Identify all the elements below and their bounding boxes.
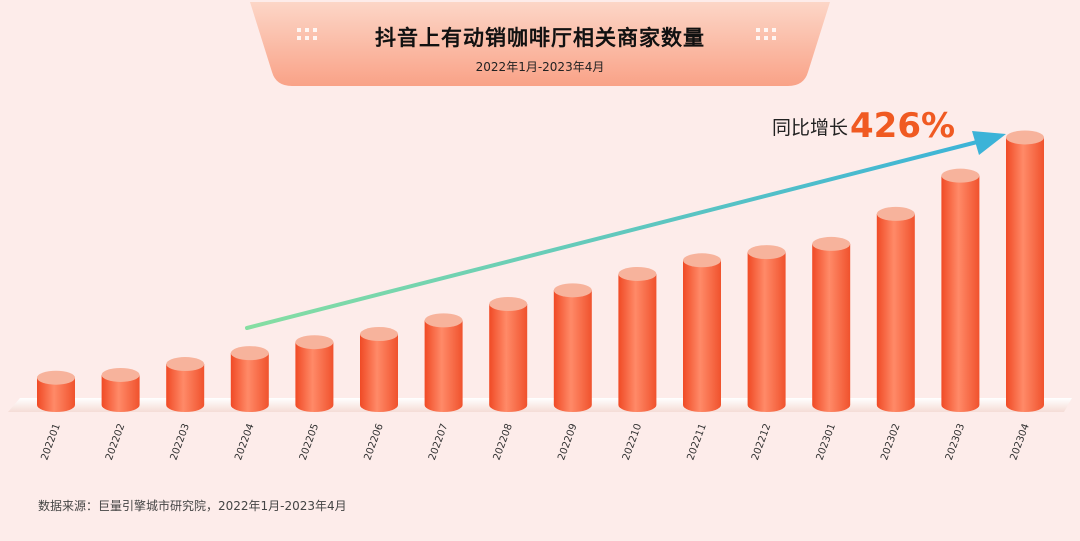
bar-top	[489, 296, 528, 311]
bar-body	[37, 377, 75, 412]
x-tick-label: 202303	[944, 422, 967, 462]
x-tick-label: 202205	[298, 422, 321, 462]
x-tick-label: 202209	[556, 422, 579, 462]
x-axis-ticks: 202201 202202 202203 202204 202205 202206 2022…	[39, 422, 1031, 462]
banner-dots-right	[756, 28, 776, 40]
bar-202304	[1006, 130, 1044, 412]
bar-top	[876, 206, 915, 221]
bar-body	[230, 353, 269, 412]
bar-202208	[489, 296, 528, 413]
bar-top	[360, 327, 398, 342]
x-tick-label: 202201	[39, 422, 62, 462]
bar-top	[424, 313, 463, 328]
growth-annotation: 同比增长426%	[772, 106, 955, 146]
bar-body	[489, 303, 528, 413]
x-tick-label: 202210	[621, 422, 644, 462]
bar-202212	[747, 245, 786, 413]
x-tick-label: 202302	[879, 422, 902, 462]
bar-202203	[166, 357, 205, 413]
bar-top	[1006, 130, 1044, 145]
bar-202204	[230, 346, 269, 412]
bar-body	[941, 175, 980, 413]
bar-body	[295, 342, 334, 413]
bar-top	[618, 266, 657, 281]
x-tick-label: 202212	[750, 422, 773, 462]
bar-202303	[941, 168, 980, 413]
bar-body	[683, 260, 721, 412]
x-tick-label: 202301	[815, 422, 838, 462]
bar-body	[618, 273, 657, 413]
trend-arrow	[245, 131, 1006, 330]
bar-body	[812, 243, 851, 413]
bar-body	[101, 374, 140, 412]
x-tick-label: 202208	[492, 422, 515, 462]
x-tick-label: 202203	[169, 422, 192, 462]
source-note: 数据来源：巨量引擎城市研究院，2022年1月-2023年4月	[38, 499, 347, 513]
bar-body	[424, 320, 463, 413]
bar-top	[295, 335, 334, 350]
x-tick-label: 202202	[104, 422, 127, 462]
bar-top	[37, 370, 75, 385]
x-tick-label: 202304	[1008, 422, 1031, 462]
bar-202209	[553, 283, 592, 413]
bar-body	[747, 252, 786, 413]
bar-202201	[37, 370, 75, 412]
bar-202207	[424, 313, 463, 413]
bar-top	[101, 367, 140, 382]
bar-202206	[360, 327, 398, 412]
bar-body	[1006, 137, 1044, 412]
bar-202211	[683, 253, 721, 412]
title-banner	[250, 2, 830, 86]
x-tick-label: 202204	[233, 422, 256, 462]
banner-dots-left	[297, 28, 317, 40]
bar-202205	[295, 335, 334, 413]
bar-top	[812, 236, 851, 251]
bar-body	[360, 334, 398, 412]
bar-top	[553, 283, 592, 298]
chart-subtitle: 2022年1月-2023年4月	[475, 60, 605, 74]
growth-value: 426%	[850, 106, 956, 146]
chart-floor	[8, 398, 1072, 412]
bar-body	[876, 213, 915, 413]
bar-top	[166, 357, 205, 372]
bar-202202	[101, 367, 140, 412]
bar-202210	[618, 266, 657, 413]
x-tick-label: 202206	[362, 422, 385, 462]
growth-label: 同比增长	[772, 117, 849, 139]
bar-202301	[812, 236, 851, 413]
bar-body	[166, 364, 205, 413]
x-tick-label: 202211	[685, 422, 708, 462]
bar-202302	[876, 206, 915, 413]
chart-title: 抖音上有动销咖啡厅相关商家数量	[375, 26, 705, 50]
bar-top	[683, 253, 721, 268]
bar-body	[553, 290, 592, 413]
bar-series	[37, 130, 1044, 413]
bar-top	[747, 245, 786, 260]
bar-top	[941, 168, 980, 183]
x-tick-label: 202207	[427, 422, 450, 462]
bar-top	[230, 346, 269, 361]
